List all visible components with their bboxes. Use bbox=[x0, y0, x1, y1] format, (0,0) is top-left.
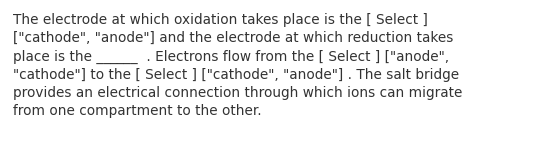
Text: The electrode at which oxidation takes place is the [ Select ]
["cathode", "anod: The electrode at which oxidation takes p… bbox=[13, 13, 463, 118]
